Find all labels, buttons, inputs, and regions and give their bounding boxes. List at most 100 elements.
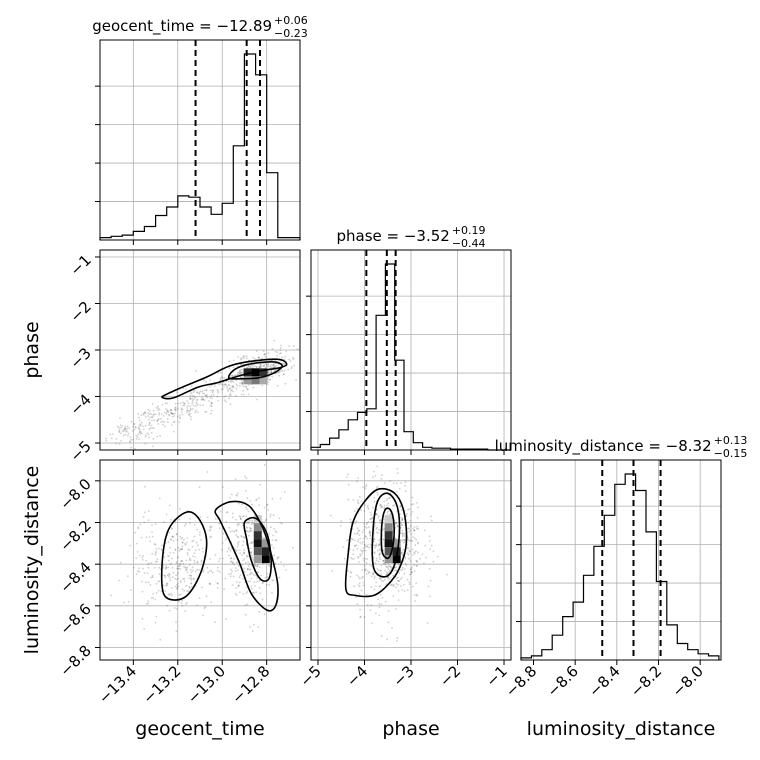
sample-point	[252, 573, 255, 576]
sample-point	[211, 571, 214, 574]
sample-point	[150, 419, 153, 422]
sample-point	[148, 424, 151, 426]
sample-point	[229, 496, 231, 499]
sample-point	[132, 566, 135, 569]
sample-point	[143, 485, 146, 488]
sample-point	[185, 584, 188, 587]
sample-point	[170, 409, 172, 411]
sample-point	[209, 526, 212, 529]
sample-point	[251, 556, 254, 559]
sample-point	[130, 589, 132, 591]
sample-point	[387, 564, 390, 567]
sample-point	[378, 614, 381, 617]
sample-point	[391, 627, 393, 630]
sample-point	[209, 379, 211, 382]
sample-point	[373, 538, 375, 541]
sample-point	[361, 576, 363, 579]
sample-point	[263, 363, 266, 366]
sample-point	[407, 539, 410, 541]
sample-point	[190, 582, 193, 585]
sample-point	[174, 408, 176, 411]
sample-point	[360, 509, 363, 512]
sample-point	[181, 547, 184, 550]
panel-frame	[520, 459, 722, 661]
sample-point	[232, 381, 235, 383]
sample-point	[159, 638, 162, 641]
sample-point	[250, 577, 253, 580]
sample-point	[375, 527, 378, 530]
sample-point	[148, 422, 151, 425]
sample-point	[249, 364, 252, 367]
sample-point	[186, 409, 189, 412]
sample-point	[203, 379, 205, 382]
sample-point	[237, 585, 240, 588]
sample-point	[408, 557, 410, 560]
sample-point	[272, 366, 275, 369]
sample-point	[151, 524, 153, 526]
sample-point	[192, 539, 195, 542]
sample-point	[264, 353, 267, 356]
sample-point	[237, 569, 239, 571]
sample-point	[383, 482, 386, 484]
sample-point	[406, 546, 409, 549]
sample-point	[149, 540, 152, 543]
sample-point	[252, 366, 254, 368]
sample-point	[387, 571, 390, 573]
sample-point	[168, 414, 171, 417]
sample-point	[377, 515, 380, 517]
sample-point	[136, 542, 138, 545]
sample-point	[225, 618, 228, 620]
sample-point	[230, 572, 233, 575]
sample-point	[233, 557, 236, 560]
sample-point	[345, 476, 348, 479]
panel-title-lower: −0.23	[274, 27, 308, 40]
sample-point	[230, 560, 233, 563]
sample-point	[176, 587, 178, 590]
sample-point	[161, 420, 164, 423]
sample-point	[161, 549, 163, 551]
sample-point	[167, 541, 170, 543]
hist-panel-geocent_time	[95, 39, 301, 241]
sample-point	[121, 430, 124, 432]
sample-point	[205, 595, 208, 598]
sample-point	[382, 562, 385, 565]
sample-point	[409, 513, 412, 516]
sample-point	[132, 438, 135, 441]
sample-point	[167, 559, 170, 562]
sample-point	[166, 409, 169, 412]
sample-point	[347, 498, 350, 501]
sample-point	[188, 557, 191, 560]
sample-point	[150, 424, 153, 427]
sample-point	[235, 529, 238, 532]
sample-point	[245, 530, 248, 532]
sample-point	[258, 366, 261, 369]
sample-point	[223, 588, 226, 591]
sample-point	[284, 382, 287, 385]
sample-point	[403, 590, 406, 592]
sample-point	[382, 559, 385, 562]
sample-point	[373, 538, 376, 541]
sample-point	[404, 484, 406, 487]
sample-point	[171, 415, 174, 418]
sample-point	[249, 569, 252, 571]
density-cell	[392, 547, 401, 556]
sample-point	[136, 436, 139, 438]
sample-point	[237, 373, 240, 376]
sample-point	[170, 518, 172, 521]
sample-point	[217, 372, 220, 374]
sample-point	[147, 408, 150, 411]
scatter-panel-phase-vs-luminosity_distance	[310, 459, 512, 661]
sample-point	[408, 583, 411, 585]
sample-point	[357, 557, 359, 559]
sample-point	[138, 431, 141, 433]
panel-title-upper: +0.13	[714, 434, 748, 447]
sample-point	[203, 399, 206, 402]
sample-point	[182, 387, 185, 390]
sample-point	[210, 389, 213, 392]
sample-point	[214, 385, 216, 388]
sample-point	[248, 522, 250, 525]
sample-point	[242, 551, 245, 554]
sample-point	[161, 403, 164, 406]
sample-point	[245, 477, 248, 480]
sample-point	[269, 513, 272, 516]
